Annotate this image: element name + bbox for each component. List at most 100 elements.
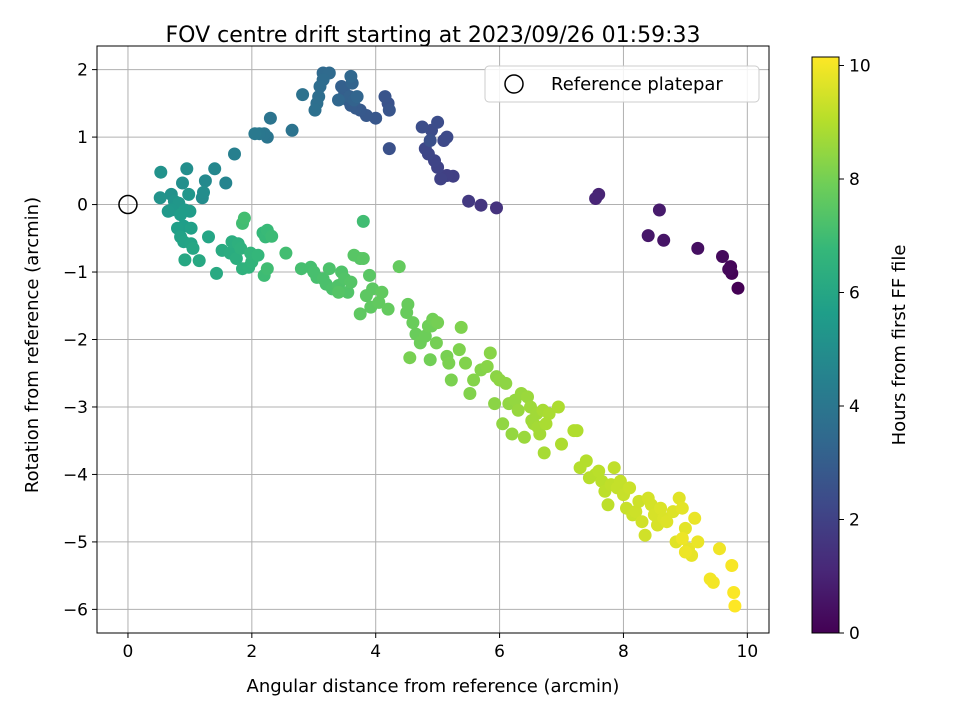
data-point — [490, 201, 503, 215]
colorbar-ticks: 0 2 4 6 8 10 — [839, 57, 871, 644]
data-point — [429, 336, 443, 350]
data-point — [353, 307, 367, 321]
data-point — [444, 373, 458, 387]
data-point — [401, 297, 415, 311]
data-point — [184, 221, 198, 235]
y-tick-label: −2 — [63, 331, 88, 351]
data-point — [722, 262, 736, 276]
data-point — [228, 147, 241, 161]
data-point — [691, 241, 705, 255]
data-point — [161, 204, 175, 218]
data-point — [725, 559, 739, 572]
data-point — [180, 162, 194, 176]
data-point — [363, 268, 376, 282]
data-point — [382, 142, 396, 156]
legend-reference-marker — [504, 74, 524, 94]
data-point — [517, 430, 531, 444]
data-point — [678, 545, 692, 559]
data-point — [728, 599, 742, 613]
data-point — [654, 501, 668, 515]
data-point — [248, 127, 262, 141]
data-point — [675, 501, 689, 515]
data-point — [229, 252, 243, 265]
y-tick-label: −4 — [63, 465, 88, 485]
data-point — [542, 407, 556, 421]
data-point — [629, 505, 643, 519]
data-point — [459, 356, 472, 370]
data-point — [423, 353, 437, 367]
chart-title: FOV centre drift starting at 2023/09/26 … — [166, 23, 701, 48]
data-point — [505, 427, 519, 441]
data-point — [623, 481, 637, 495]
colorbar-tick-label: 0 — [849, 624, 860, 644]
colorbar-label: Hours from first FF file — [889, 245, 910, 446]
data-point — [381, 302, 395, 316]
data-point — [372, 295, 386, 309]
data-point — [511, 403, 525, 417]
x-tick-label: 10 — [737, 642, 759, 662]
data-point — [452, 343, 466, 357]
data-point — [423, 134, 437, 147]
data-point — [332, 93, 345, 107]
reference-platepar-marker — [118, 194, 138, 215]
data-point — [601, 498, 615, 512]
data-point — [341, 285, 355, 299]
data-point — [154, 165, 168, 179]
colorbar-tick-label: 10 — [849, 57, 871, 77]
data-point — [731, 281, 745, 295]
data-point — [359, 289, 373, 303]
y-tick-label: −6 — [63, 600, 88, 620]
data-point — [657, 233, 671, 247]
data-point — [382, 103, 396, 117]
data-point — [713, 542, 726, 556]
y-tick-label: 2 — [77, 61, 88, 81]
data-point — [208, 162, 222, 176]
data-point — [579, 454, 593, 468]
data-point — [496, 417, 510, 431]
data-point — [335, 80, 349, 93]
data-point — [691, 535, 705, 549]
data-point — [463, 387, 477, 400]
data-point — [678, 521, 692, 535]
data-point — [406, 316, 420, 330]
data-point — [716, 250, 729, 263]
y-tick-label: 0 — [77, 196, 88, 216]
data-point — [638, 528, 652, 542]
data-point — [356, 252, 370, 265]
legend-entry-reference: Reference platepar — [551, 74, 723, 95]
data-point — [344, 275, 358, 289]
data-point — [499, 376, 513, 390]
x-axis-ticks: 0 2 4 6 8 10 — [123, 633, 759, 662]
data-point — [308, 103, 322, 117]
data-point — [454, 320, 468, 334]
y-axis-label: Rotation from reference (arcmin) — [22, 197, 43, 493]
data-point — [210, 266, 223, 280]
colorbar-tick-label: 6 — [849, 284, 860, 304]
data-point — [660, 515, 674, 529]
data-point — [296, 88, 310, 102]
data-point — [652, 203, 666, 217]
x-tick-label: 0 — [123, 642, 134, 662]
data-point — [265, 229, 279, 243]
data-point — [186, 241, 200, 255]
data-point — [197, 185, 210, 199]
data-point — [279, 246, 293, 260]
data-point — [176, 176, 189, 190]
data-point — [153, 191, 167, 205]
data-point — [675, 532, 689, 545]
data-point — [555, 437, 568, 451]
data-point — [198, 174, 212, 188]
data-point — [202, 230, 215, 244]
data-point — [706, 575, 720, 589]
data-point — [727, 586, 741, 599]
colorbar-tick-label: 8 — [849, 170, 860, 190]
data-point — [431, 316, 445, 330]
y-tick-label: −1 — [63, 263, 88, 283]
data-point — [533, 427, 547, 441]
legend: Reference platepar — [484, 65, 760, 103]
data-point — [467, 373, 481, 387]
data-point — [174, 208, 188, 222]
data-point — [434, 172, 448, 186]
data-point — [260, 262, 274, 276]
